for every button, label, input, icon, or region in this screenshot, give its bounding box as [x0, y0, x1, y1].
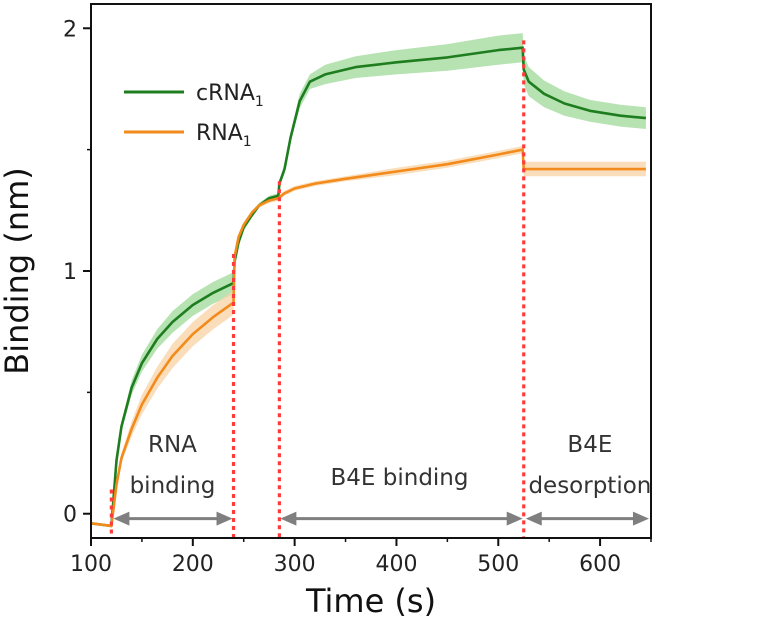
- x-tick-label-500: 500: [477, 552, 519, 577]
- phase-arrow-right-head-1: [216, 511, 233, 526]
- phase-arrows: [113, 511, 649, 526]
- legend-label-crna1: cRNA1: [196, 81, 264, 110]
- legend-label-rna1: RNA1: [196, 121, 252, 150]
- event-lines: [109, 40, 526, 538]
- series-line-rna1: [91, 148, 646, 528]
- x-tick-label-600: 600: [579, 552, 621, 577]
- phase-label-1-line-2: binding: [130, 473, 216, 499]
- phase-label-3-line-1: B4E: [567, 432, 612, 458]
- y-axis-ticks: 0 1 2: [63, 17, 91, 528]
- phase-arrow-right-head-2: [506, 511, 523, 526]
- phase-arrow-left-head-1: [113, 511, 130, 526]
- phase-label-3-line-2: desorption: [528, 473, 651, 499]
- y-tick-label-2: 2: [63, 17, 77, 42]
- x-tick-label-300: 300: [274, 552, 316, 577]
- x-tick-label-200: 200: [172, 552, 214, 577]
- phase-labels: RNA binding B4E binding B4E desorption: [130, 432, 652, 499]
- legend: cRNA1 RNA1: [124, 81, 264, 150]
- phase-arrow-left-head-3: [525, 511, 542, 526]
- x-axis-title: Time (s): [305, 582, 436, 620]
- x-axis-ticks: 100 200 300 400 500 600: [70, 538, 652, 577]
- phase-label-2-line-1: B4E binding: [331, 465, 469, 491]
- confidence-bands: [92, 33, 646, 526]
- phase-label-1-line-1: RNA: [148, 432, 197, 458]
- phase-arrow-right-head-3: [632, 511, 649, 526]
- band-rna1: [92, 146, 646, 526]
- x-tick-label-400: 400: [375, 552, 417, 577]
- phase-arrow-left-head-2: [280, 511, 297, 526]
- x-tick-label-100: 100: [70, 552, 112, 577]
- y-tick-label-0: 0: [63, 503, 77, 528]
- y-axis-title: Binding (nm): [0, 167, 36, 375]
- y-tick-label-1: 1: [63, 260, 77, 285]
